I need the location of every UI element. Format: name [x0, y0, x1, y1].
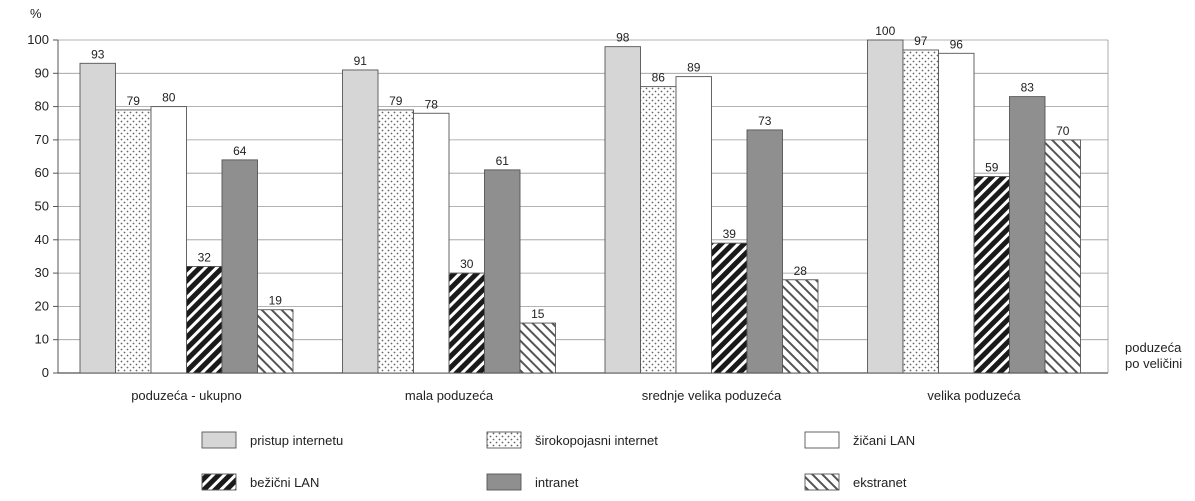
data-label: 28 — [794, 264, 808, 278]
bar — [1009, 96, 1046, 374]
data-label: 15 — [531, 307, 545, 321]
legend-swatch — [804, 473, 840, 491]
bar — [938, 52, 975, 374]
category-label: mala poduzeća — [405, 388, 494, 403]
data-labels: 93 79 80 32 64 19 91 79 78 30 61 15 98 86 89 39 73 28 100 9… — [91, 24, 1070, 321]
x-axis-label-line-2: po veličini — [1125, 356, 1182, 371]
bar — [377, 109, 414, 374]
legend: pristup internetu širokopojasni internet ž… — [201, 431, 915, 491]
data-label: 89 — [687, 61, 701, 75]
data-label: 97 — [914, 34, 928, 48]
category-labels: poduzeća - ukupno mala poduzeća srednje ve… — [131, 388, 1021, 403]
data-label: 80 — [162, 91, 176, 105]
data-label: 59 — [985, 161, 999, 175]
x-axis-label-line-1: poduzeća — [1125, 340, 1182, 355]
y-axis-label: % — [30, 6, 42, 21]
y-tick-label: 10 — [35, 332, 49, 347]
legend-swatch — [804, 431, 840, 449]
bar — [640, 86, 677, 374]
bar — [675, 76, 712, 374]
y-tick-label: 70 — [35, 132, 49, 147]
category-label: poduzeća - ukupno — [131, 388, 242, 403]
legend-label: bežični LAN — [250, 475, 319, 490]
data-label: 78 — [425, 97, 439, 111]
data-label: 79 — [389, 94, 403, 108]
bar — [519, 322, 556, 374]
bar — [973, 176, 1010, 374]
data-label: 70 — [1056, 124, 1070, 138]
legend-swatch — [486, 473, 522, 491]
bars — [79, 39, 1081, 374]
legend-label: širokopojasni internet — [535, 433, 658, 448]
data-label: 79 — [127, 94, 141, 108]
bar — [448, 272, 485, 374]
bar — [711, 242, 748, 374]
legend-label: žičani LAN — [853, 433, 915, 448]
data-label: 61 — [496, 154, 510, 168]
bar — [484, 169, 521, 374]
legend-label: pristup internetu — [250, 433, 343, 448]
y-tick-label: 80 — [35, 99, 49, 114]
bar — [257, 309, 294, 374]
data-label: 100 — [875, 24, 895, 38]
data-label: 32 — [198, 250, 212, 264]
data-label: 91 — [354, 54, 368, 68]
legend-swatch — [201, 473, 237, 491]
data-label: 73 — [758, 114, 772, 128]
bar — [342, 69, 379, 374]
bar — [902, 49, 939, 374]
data-label: 93 — [91, 47, 105, 61]
legend-swatch — [201, 431, 237, 449]
data-label: 98 — [616, 31, 630, 45]
data-label: 39 — [723, 227, 737, 241]
data-label: 83 — [1021, 81, 1035, 95]
bar — [186, 265, 223, 374]
bar — [867, 39, 904, 374]
bar — [115, 109, 152, 374]
bar — [782, 279, 819, 374]
y-tick-label: 40 — [35, 232, 49, 247]
data-label: 30 — [460, 257, 474, 271]
bar — [79, 62, 116, 374]
y-axis: % 0 10 20 30 40 50 60 70 80 90 100 — [27, 6, 59, 380]
data-label: 86 — [652, 71, 666, 85]
category-label: srednje velika poduzeća — [642, 388, 782, 403]
data-label: 96 — [950, 37, 964, 51]
data-label: 64 — [233, 144, 247, 158]
y-tick-label: 0 — [42, 365, 49, 380]
y-tick-label: 20 — [35, 298, 49, 313]
legend-label: ekstranet — [853, 475, 907, 490]
x-axis-label: poduzeća po veličini — [1125, 340, 1182, 371]
y-tick-label: 90 — [35, 65, 49, 80]
y-tick-label: 30 — [35, 265, 49, 280]
y-tick-label: 60 — [35, 165, 49, 180]
category-label: velika poduzeća — [927, 388, 1021, 403]
bar — [221, 159, 258, 374]
bar — [413, 112, 450, 374]
legend-swatch — [486, 431, 522, 449]
legend-label: intranet — [535, 475, 579, 490]
bar — [1044, 139, 1081, 374]
y-tick-label: 50 — [35, 199, 49, 214]
bar — [150, 106, 187, 374]
y-tick-label: 100 — [27, 32, 49, 47]
bar — [746, 129, 783, 374]
data-label: 19 — [269, 294, 283, 308]
bar — [604, 46, 641, 374]
